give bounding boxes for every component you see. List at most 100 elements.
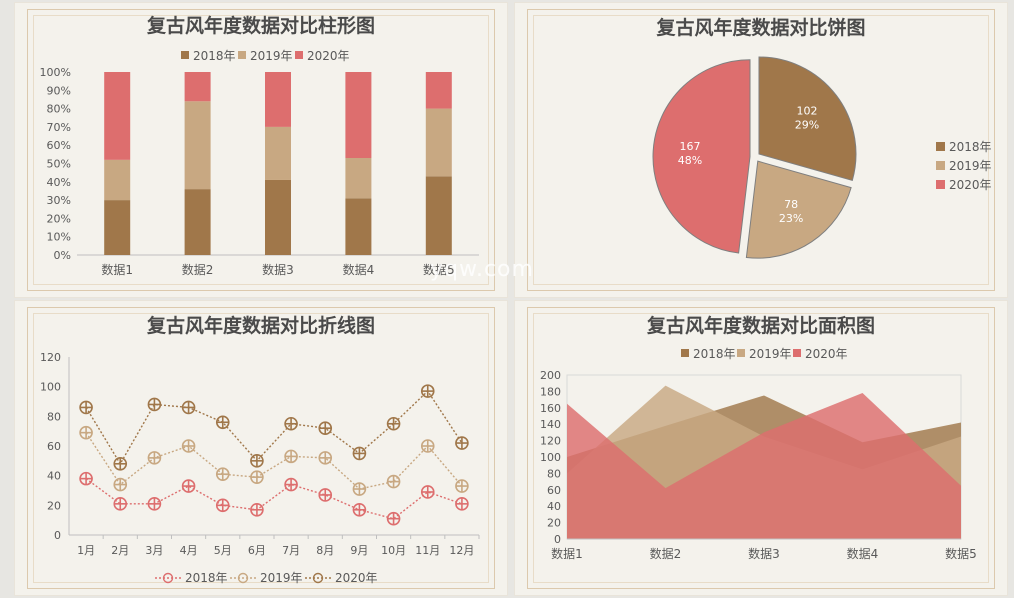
y-tick-label: 60 [547,484,561,497]
y-tick-label: 20 [47,499,61,512]
line-series-2020年 [85,390,463,466]
area-chart-panel: 复古风年度数据对比面积图 0 20 40 60 80 100 120 140 160 180 200… [514,300,1008,596]
line-chart: 0 20 40 60 80 100 120 1月 2月 3月 4月 5月 6月 7月 8月 9月 10月 11月 1… [40,351,480,585]
bar-2018年-数据4 [345,198,372,255]
x-tick-label: 10月 [381,544,406,557]
line-series-2019年 [85,432,463,490]
legend-label: 2018年 [185,571,228,585]
legend-label: 2020年 [949,178,992,192]
bar-2019年-数据2 [184,101,211,190]
bar-2018年-数据2 [184,189,211,255]
y-tick-label: 120 [540,435,561,448]
bar-2019年-数据4 [345,158,372,199]
legend-swatch [181,51,189,59]
y-tick-label: 20% [47,212,71,225]
bar-chart-panel: 复古风年度数据对比柱形图 0% 10% 20% 30% 40% 50% 60% 70% 80% 9… [14,2,508,298]
y-tick-label: 60% [47,139,71,152]
legend-label: 2020年 [805,347,848,361]
legend-label: 2018年 [193,49,236,63]
x-tick-label: 1月 [77,544,95,557]
pie-value-label: 102 [796,105,817,118]
x-tick-label: 数据2 [650,546,682,561]
legend-swatch [295,51,303,59]
legend-swatch [936,142,945,151]
legend-swatch [793,349,801,357]
pie-value-label: 167 [679,140,700,153]
pie-slice-2020年 [652,59,751,254]
bar-2018年-数据1 [104,200,131,255]
y-tick-label: 0% [54,249,71,262]
y-tick-label: 140 [540,418,561,431]
area-series-2020年 [567,393,961,539]
x-tick-label: 数据3 [748,546,780,561]
y-tick-label: 60 [47,440,61,453]
legend-swatch [936,180,945,189]
x-tick-label: 3月 [145,544,163,557]
bar-2020年-数据3 [265,72,291,127]
y-tick-label: 100 [540,451,561,464]
y-tick-label: 180 [540,385,561,398]
pie-slice-2018年 [758,56,857,182]
legend-swatch [681,349,689,357]
legend-label: 2019年 [949,159,992,173]
legend-label: 2018年 [949,140,992,154]
bar-2020年-数据4 [345,72,372,159]
x-tick-label: 数据1 [101,262,133,277]
y-tick-label: 40 [47,470,61,483]
legend-swatch [936,161,945,170]
y-tick-label: 50% [47,158,71,171]
x-tick-label: 数据4 [343,262,375,277]
pie-chart-title: 复古风年度数据对比饼图 [656,17,866,39]
y-tick-label: 120 [40,351,61,364]
legend-marker [162,572,174,584]
x-tick-label: 数据1 [551,546,583,561]
x-tick-label: 11月 [415,544,440,557]
x-tick-label: 5月 [214,544,232,557]
y-tick-label: 0 [54,529,61,542]
y-tick-label: 200 [540,369,561,382]
area-chart: 0 20 40 60 80 100 120 140 160 180 200 数据1 数据2 数据3 数据4 数… [540,347,977,561]
legend-swatch [238,51,246,59]
pie-percent-label: 29% [795,119,819,132]
bar-chart: 0% 10% 20% 30% 40% 50% 60% 70% 80% 90% 100% 数据1 数据2 数… [40,49,479,277]
line-series-2018年 [85,478,463,520]
bar-2019年-数据1 [104,159,131,201]
bar-2020年-数据1 [104,72,131,160]
line-chart-title: 复古风年度数据对比折线图 [146,315,375,337]
x-tick-label: 12月 [449,544,474,557]
x-tick-label: 数据5 [945,546,977,561]
legend-marker [312,572,324,584]
y-tick-label: 0 [554,533,561,546]
line-chart-panel: 复古风年度数据对比折线图 0 20 40 60 80 100 120 1月 2月 3月 4月 5月 6月… [14,300,508,596]
x-tick-label: 7月 [282,544,300,557]
watermark-text: yqw.com [430,257,534,282]
y-tick-label: 70% [47,121,71,134]
x-tick-label: 8月 [316,544,334,557]
y-tick-label: 10% [47,231,71,244]
pie-percent-label: 48% [678,154,702,167]
x-tick-label: 数据2 [182,262,214,277]
y-tick-label: 160 [540,402,561,415]
y-tick-label: 80 [47,410,61,423]
legend-label: 2019年 [749,347,792,361]
bar-2020年-数据2 [184,72,211,102]
legend-label: 2019年 [260,571,303,585]
y-tick-label: 80% [47,103,71,116]
pie-chart-panel: 复古风年度数据对比饼图 102 29% 78 23% 167 48% 2018年 2019年 2… [514,2,1008,298]
y-tick-label: 80 [547,467,561,480]
bar-2018年-数据3 [265,179,291,255]
y-tick-label: 90% [47,84,71,97]
bar-2018年-数据5 [425,176,452,255]
bar-2020年-数据5 [425,72,452,109]
legend-swatch [737,349,745,357]
legend-label: 2020年 [307,49,350,63]
area-chart-title: 复古风年度数据对比面积图 [646,315,875,337]
y-tick-label: 100 [40,381,61,394]
bar-chart-title: 复古风年度数据对比柱形图 [146,15,375,37]
bar-2019年-数据5 [425,108,452,177]
legend-label: 2020年 [335,571,378,585]
y-tick-label: 30% [47,194,71,207]
y-tick-label: 40% [47,176,71,189]
pie-value-label: 78 [784,198,798,211]
